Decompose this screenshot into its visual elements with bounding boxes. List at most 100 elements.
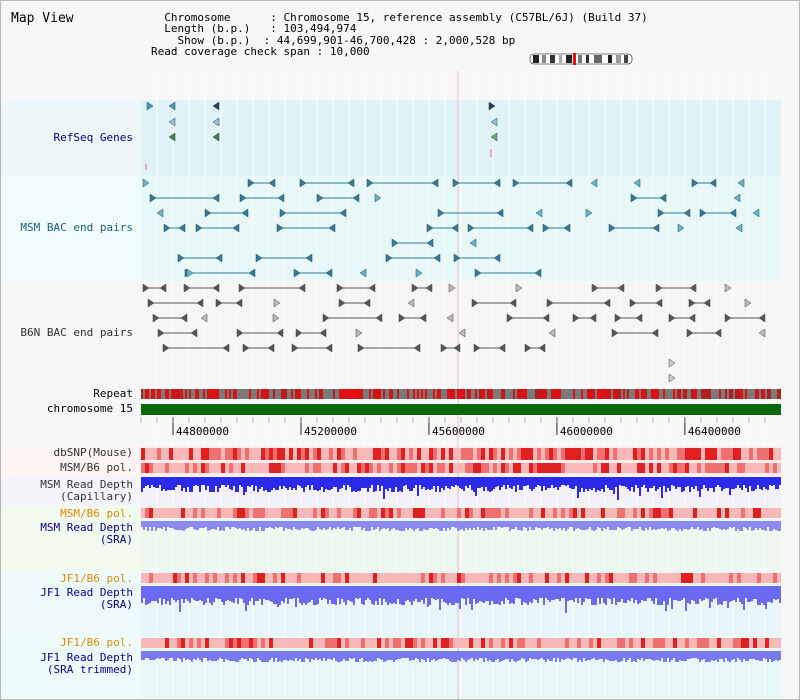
- depth-bar: [577, 477, 579, 498]
- refseq-tick: [145, 164, 147, 170]
- heat-cell: [501, 573, 505, 583]
- heat-cell: [613, 573, 617, 583]
- feature-arrow: [247, 178, 255, 188]
- depth-bar: [305, 651, 307, 658]
- depth-bar: [575, 651, 577, 658]
- depth-bar: [447, 586, 449, 605]
- heat-cell: [365, 573, 369, 583]
- repeat-segment: [397, 389, 399, 399]
- heat-cell: [721, 573, 725, 583]
- feature-arrow: [413, 343, 421, 353]
- heat-cell: [665, 448, 669, 460]
- heat-cell: [597, 463, 601, 473]
- depth-bar: [577, 586, 579, 603]
- depth-bar: [141, 521, 143, 527]
- track-label-msm-bac[interactable]: MSM BAC end pairs: [20, 221, 133, 234]
- depth-bar: [763, 521, 765, 530]
- track-label-jf1-depth-sra[interactable]: JF1 Read Depth (SRA): [40, 586, 133, 611]
- heat-cell: [449, 573, 453, 583]
- heat-cell: [693, 573, 697, 583]
- depth-bar: [355, 586, 357, 598]
- heat-cell: [357, 448, 361, 460]
- depth-bar: [579, 477, 581, 492]
- repeat-segment: [617, 389, 619, 399]
- depth-bar: [319, 651, 321, 659]
- depth-bar: [551, 477, 553, 485]
- track-label-dbsnp[interactable]: dbSNP(Mouse): [53, 446, 133, 459]
- depth-bar: [743, 586, 745, 610]
- depth-bar: [529, 477, 531, 489]
- depth-bar: [217, 586, 219, 599]
- heat-cell: [329, 463, 333, 473]
- feature-arrow: [488, 101, 496, 111]
- depth-bar: [667, 477, 669, 488]
- label-band: [1, 446, 141, 476]
- repeat-segment: [379, 389, 381, 399]
- chromosome-ideogram[interactable]: [528, 53, 634, 65]
- heat-cell: [149, 448, 153, 460]
- track-label-msm-b6-pol-2[interactable]: MSM/B6 pol.: [60, 507, 133, 520]
- depth-bar: [283, 586, 285, 603]
- repeat-segment: [339, 389, 341, 399]
- heat-cell: [685, 508, 689, 518]
- depth-bar: [347, 521, 349, 530]
- heat-cell: [345, 573, 349, 583]
- depth-bar: [743, 651, 745, 659]
- depth-bar: [231, 477, 233, 490]
- heat-cell: [585, 463, 589, 473]
- heat-cell: [385, 463, 389, 473]
- depth-bar: [581, 521, 583, 530]
- depth-bar: [675, 651, 677, 662]
- heat-cell: [373, 463, 377, 473]
- track-label-refseq-genes[interactable]: RefSeq Genes: [53, 131, 133, 144]
- depth-bar: [275, 521, 277, 527]
- track-label-jf1-b6-pol-2[interactable]: JF1/B6 pol.: [60, 636, 133, 649]
- heat-cell: [265, 463, 269, 473]
- heat-cell: [241, 573, 245, 583]
- depth-bar: [209, 586, 211, 603]
- depth-bar: [547, 521, 549, 527]
- track-label-msm-depth-sra[interactable]: MSM Read Depth (SRA): [40, 521, 133, 546]
- track-label-msm-b6-pol[interactable]: MSM/B6 pol.: [60, 461, 133, 474]
- depth-bar: [457, 651, 459, 660]
- feature-arrow: [147, 298, 155, 308]
- depth-bar: [547, 651, 549, 659]
- heat-cell: [725, 638, 729, 648]
- heat-cell: [201, 638, 205, 648]
- heat-cell: [477, 463, 481, 473]
- depth-bar: [725, 586, 727, 601]
- repeat-segment: [679, 389, 681, 399]
- repeat-segment: [177, 389, 179, 399]
- heat-cell: [489, 638, 493, 648]
- depth-bar: [295, 521, 297, 529]
- repeat-segment: [229, 389, 231, 399]
- heat-cell: [553, 463, 557, 473]
- heat-cell: [525, 448, 529, 460]
- depth-bar: [569, 586, 571, 600]
- repeat-segment: [491, 389, 493, 399]
- track-label-b6n-bac[interactable]: B6N BAC end pairs: [20, 326, 133, 339]
- track-label-jf1-depth-trimmed[interactable]: JF1 Read Depth (SRA trimmed): [40, 651, 133, 676]
- heat-cell: [325, 508, 329, 518]
- depth-bar: [163, 651, 165, 658]
- track-label-msm-depth-capillary[interactable]: MSM Read Depth (Capillary): [40, 478, 133, 503]
- heat-cell: [409, 573, 413, 583]
- heat-cell: [469, 463, 473, 473]
- heat-cell: [253, 508, 257, 518]
- heat-cell: [177, 448, 181, 460]
- feature-arrow: [196, 298, 204, 308]
- track-label-jf1-b6-pol[interactable]: JF1/B6 pol.: [60, 572, 133, 585]
- heat-cell: [597, 448, 601, 460]
- heat-cell: [153, 448, 157, 460]
- depth-bar: [265, 651, 267, 662]
- heat-cell: [177, 638, 181, 648]
- heat-cell: [541, 508, 545, 518]
- feature-arrow: [163, 223, 171, 233]
- depth-bar: [287, 651, 289, 661]
- heat-cell: [761, 448, 765, 460]
- depth-bar: [453, 477, 455, 487]
- depth-bar: [759, 521, 761, 528]
- depth-bar: [389, 477, 391, 488]
- depth-bar: [765, 586, 767, 609]
